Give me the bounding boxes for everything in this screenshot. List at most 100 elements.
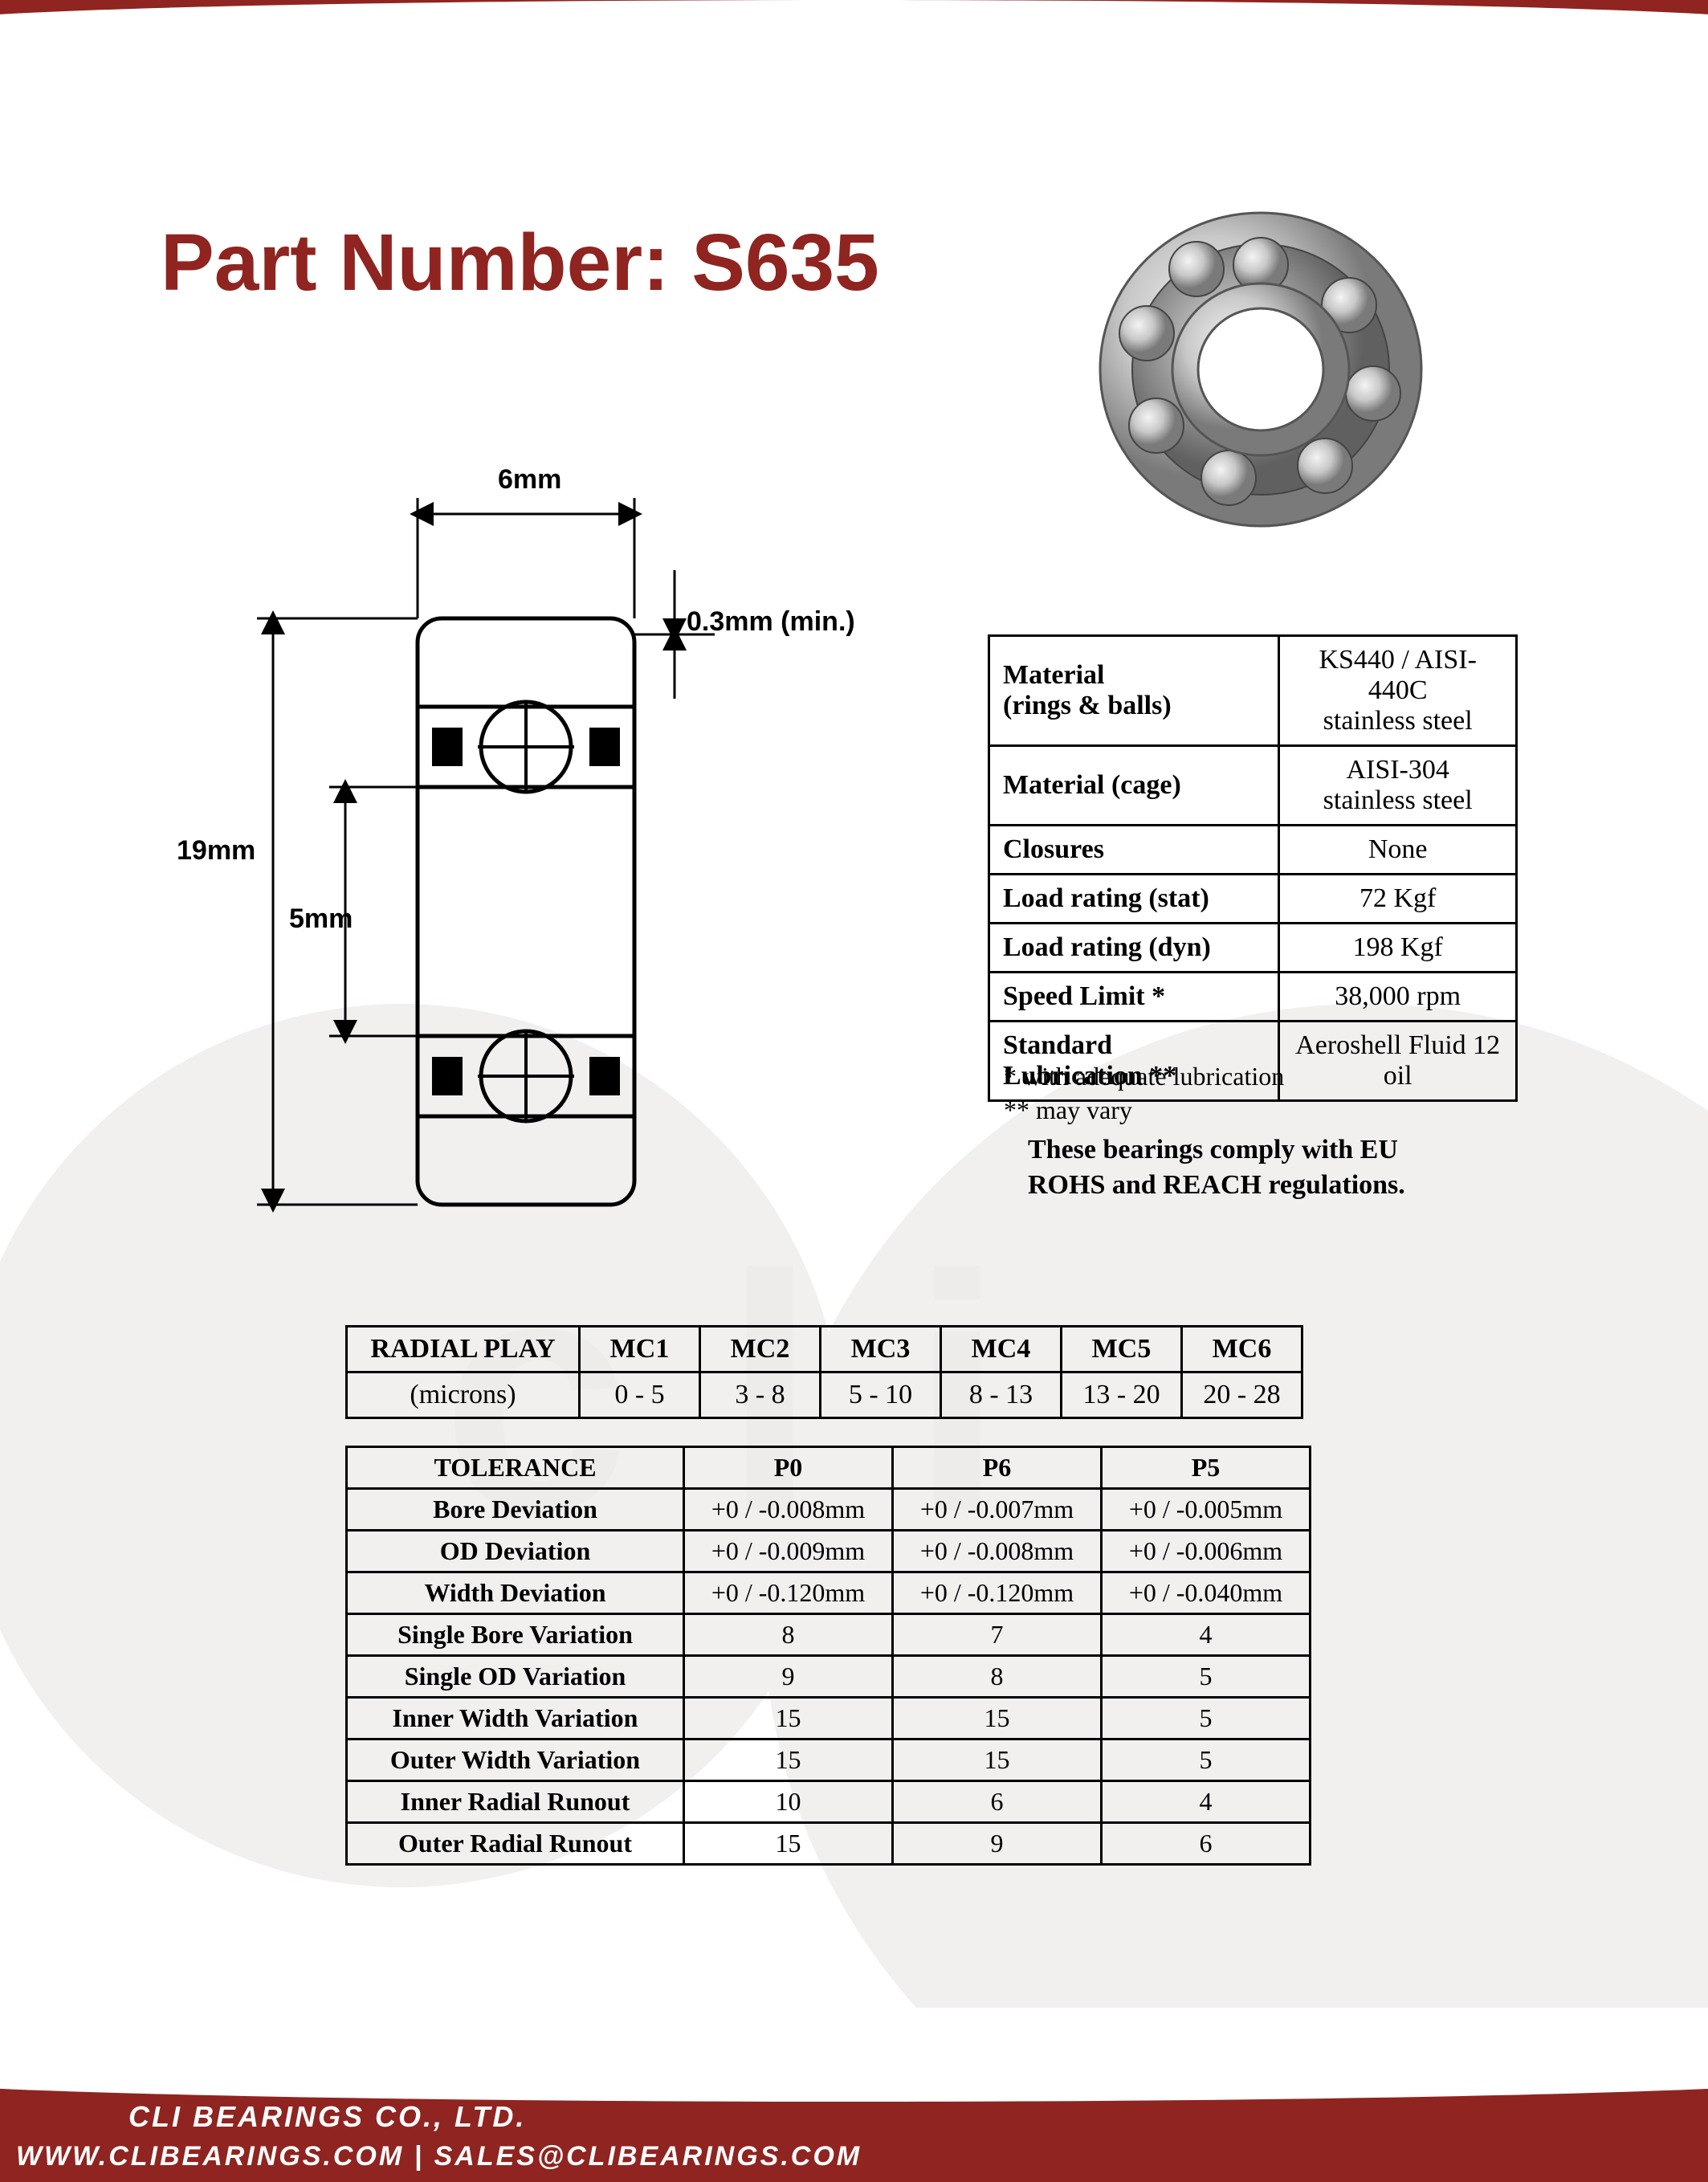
tolerance-value: 15 <box>684 1823 893 1865</box>
tolerance-value: 5 <box>1102 1698 1311 1739</box>
spec-label: Load rating (stat) <box>989 875 1279 924</box>
tolerance-row: Inner Width Variation15155 <box>347 1698 1311 1739</box>
spec-value: 198 Kgf <box>1279 924 1517 973</box>
footer-swoosh <box>0 2037 1708 2102</box>
radial-header-label: RADIAL PLAY <box>347 1327 580 1372</box>
tolerance-value: +0 / -0.120mm <box>684 1572 893 1614</box>
tolerance-value: 7 <box>893 1614 1102 1656</box>
spec-label: Closures <box>989 826 1279 875</box>
radial-value: 3 - 8 <box>700 1372 821 1418</box>
bearing-product-image <box>1084 193 1437 546</box>
cross-section-diagram: 6mm 0.3mm (min.) 19mm 5mm <box>161 450 883 1301</box>
tolerance-value: 15 <box>684 1739 893 1781</box>
tolerance-row-label: Width Deviation <box>347 1572 684 1614</box>
tolerance-value: 9 <box>684 1656 893 1698</box>
spec-row: Load rating (stat)72 Kgf <box>989 875 1517 924</box>
spec-value: Aeroshell Fluid 12 oil <box>1279 1022 1517 1101</box>
spec-value: KS440 / AISI-440C stainless steel <box>1279 636 1517 746</box>
tolerance-row-label: Inner Radial Runout <box>347 1781 684 1823</box>
spec-footnotes: * with adequate lubrication ** may vary <box>1004 1060 1284 1127</box>
radial-col-header: MC6 <box>1182 1327 1302 1372</box>
radial-col-header: MC5 <box>1062 1327 1182 1372</box>
spec-label: Material (rings & balls) <box>989 636 1279 746</box>
spec-row: ClosuresNone <box>989 826 1517 875</box>
tolerance-row: Outer Width Variation15155 <box>347 1739 1311 1781</box>
tolerance-row: Single OD Variation985 <box>347 1656 1311 1698</box>
spec-row: Speed Limit *38,000 rpm <box>989 973 1517 1022</box>
tolerance-value: +0 / -0.009mm <box>684 1531 893 1572</box>
spec-value: 72 Kgf <box>1279 875 1517 924</box>
tolerance-row: Inner Radial Runout1064 <box>347 1781 1311 1823</box>
radial-play-table: RADIAL PLAYMC1MC2MC3MC4MC5MC6 (microns)0… <box>345 1325 1303 1419</box>
footer-company-name: CLI BEARINGS CO., LTD. <box>128 2100 526 2134</box>
footer-bar: CLI BEARINGS CO., LTD. WWW.CLIBEARINGS.C… <box>0 2070 1708 2182</box>
tolerance-value: 6 <box>893 1781 1102 1823</box>
tolerance-col-header: P6 <box>893 1447 1102 1489</box>
header-bar: CLI ® BEARINGS <box>0 0 1708 145</box>
tolerance-row: Outer Radial Runout1596 <box>347 1823 1311 1865</box>
tolerance-row: OD Deviation+0 / -0.009mm+0 / -0.008mm+0… <box>347 1531 1311 1572</box>
spec-row: Load rating (dyn)198 Kgf <box>989 924 1517 973</box>
tolerance-value: 9 <box>893 1823 1102 1865</box>
tolerance-row: Single Bore Variation874 <box>347 1614 1311 1656</box>
tolerance-value: +0 / -0.040mm <box>1102 1572 1311 1614</box>
spec-value: 38,000 rpm <box>1279 973 1517 1022</box>
tolerance-value: 4 <box>1102 1781 1311 1823</box>
tolerance-row-label: Inner Width Variation <box>347 1698 684 1739</box>
spec-row: Material (cage)AISI-304 stainless steel <box>989 746 1517 826</box>
tolerance-row-label: Outer Radial Runout <box>347 1823 684 1865</box>
radial-col-header: MC2 <box>700 1327 821 1372</box>
radial-value: 20 - 28 <box>1182 1372 1302 1418</box>
radial-value: 8 - 13 <box>941 1372 1062 1418</box>
spec-row: Material (rings & balls)KS440 / AISI-440… <box>989 636 1517 746</box>
footer-contact-line: WWW.CLIBEARINGS.COM | SALES@CLIBEARINGS.… <box>16 2141 862 2172</box>
tolerance-value: +0 / -0.120mm <box>893 1572 1102 1614</box>
tolerance-value: 5 <box>1102 1656 1311 1698</box>
spec-label: Speed Limit * <box>989 973 1279 1022</box>
radial-value: 0 - 5 <box>580 1372 700 1418</box>
footer-email: SALES@CLIBEARINGS.COM <box>434 2141 862 2172</box>
header-swoosh <box>0 0 1708 145</box>
tolerance-value: +0 / -0.006mm <box>1102 1531 1311 1572</box>
radial-col-header: MC3 <box>821 1327 941 1372</box>
tolerance-row-label: Single OD Variation <box>347 1656 684 1698</box>
tolerance-value: 4 <box>1102 1614 1311 1656</box>
footer-website: WWW.CLIBEARINGS.COM <box>16 2141 404 2172</box>
footnote-mayvary: ** may vary <box>1004 1094 1284 1128</box>
radial-value: 13 - 20 <box>1062 1372 1182 1418</box>
radial-value: 5 - 10 <box>821 1372 941 1418</box>
part-title-prefix: Part Number: <box>161 218 691 308</box>
spec-value: None <box>1279 826 1517 875</box>
tolerance-value: 5 <box>1102 1739 1311 1781</box>
tolerance-row: Bore Deviation+0 / -0.008mm+0 / -0.007mm… <box>347 1489 1311 1531</box>
tolerance-value: 15 <box>893 1739 1102 1781</box>
tolerance-value: +0 / -0.005mm <box>1102 1489 1311 1531</box>
footnote-lubrication: * with adequate lubrication <box>1004 1060 1284 1094</box>
footer-separator: | <box>404 2141 434 2172</box>
radial-unit-label: (microns) <box>347 1372 580 1418</box>
compliance-statement: These bearings comply with EU ROHS and R… <box>1028 1132 1478 1203</box>
tolerance-row-label: Bore Deviation <box>347 1489 684 1531</box>
tolerance-value: 6 <box>1102 1823 1311 1865</box>
tolerance-value: +0 / -0.008mm <box>893 1531 1102 1572</box>
tolerance-value: 15 <box>893 1698 1102 1739</box>
tolerance-table: TOLERANCEP0P6P5 Bore Deviation+0 / -0.00… <box>345 1446 1311 1866</box>
tolerance-row-label: Single Bore Variation <box>347 1614 684 1656</box>
tolerance-value: 8 <box>684 1614 893 1656</box>
tolerance-value: 10 <box>684 1781 893 1823</box>
radial-col-header: MC1 <box>580 1327 700 1372</box>
bore-dim-label: 5mm <box>289 903 353 934</box>
specs-table: Material (rings & balls)KS440 / AISI-440… <box>988 634 1518 1102</box>
tolerance-row-label: OD Deviation <box>347 1531 684 1572</box>
spec-label: Material (cage) <box>989 746 1279 826</box>
tolerance-value: +0 / -0.008mm <box>684 1489 893 1531</box>
chamfer-dim-label: 0.3mm (min.) <box>687 606 855 637</box>
tolerance-value: +0 / -0.007mm <box>893 1489 1102 1531</box>
tolerance-value: 15 <box>684 1698 893 1739</box>
page-title: Part Number: S635 <box>161 217 879 309</box>
spec-value: AISI-304 stainless steel <box>1279 746 1517 826</box>
tolerance-col-header: P5 <box>1102 1447 1311 1489</box>
tolerance-row: Width Deviation+0 / -0.120mm+0 / -0.120m… <box>347 1572 1311 1614</box>
part-number-value: S635 <box>691 218 879 308</box>
tolerance-col-header: P0 <box>684 1447 893 1489</box>
